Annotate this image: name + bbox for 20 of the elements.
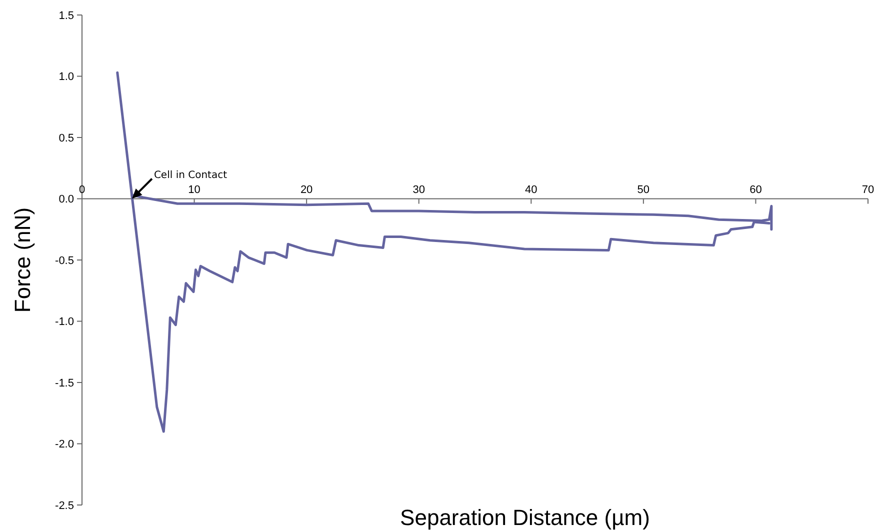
annotation: Cell in Contact [154,170,228,181]
x-axis-title: Separation Distance (µm) [400,505,650,530]
line-series [116,71,770,433]
y-tick-label: 0.0 [58,194,74,206]
x-tick-label: 50 [637,184,650,196]
x-tick-label: 70 [862,184,874,196]
x-tick-label: 60 [750,184,762,196]
y-tick-label: -0.5 [55,254,74,267]
x-tick-label: 20 [300,184,313,196]
y-tick-label: 1.0 [58,71,74,84]
y-tick-label: -1.5 [55,377,74,390]
x-tick-label: 10 [188,184,200,196]
y-tick-label: -2.5 [55,500,74,512]
y-tick-label: -1.0 [55,316,74,328]
y-tick-label: -2.0 [55,438,74,451]
x-tick-label: 30 [412,184,425,196]
y-tick-label: 1.5 [58,10,74,22]
y-tick-label: 0.5 [58,132,74,144]
x-tick-label: 40 [525,184,538,196]
y-axis-title: Force (nN) [10,207,35,313]
